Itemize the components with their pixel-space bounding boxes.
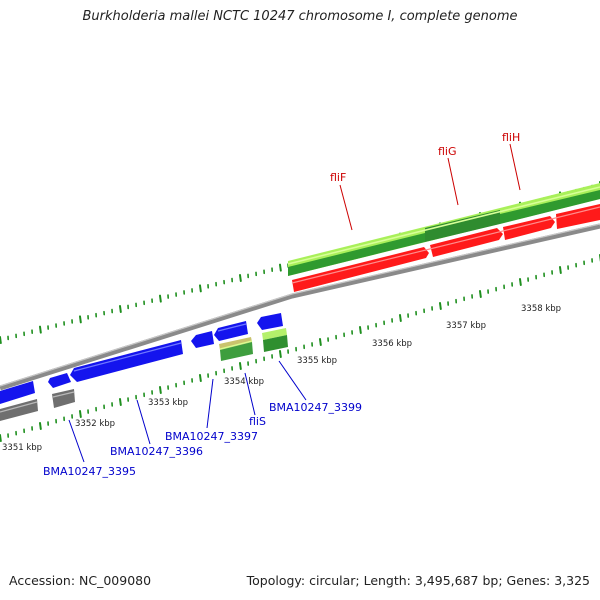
- bottom-track-major-tick: [399, 314, 402, 322]
- forward-band-dark-green-right: [500, 190, 600, 224]
- label-fliH: fliH: [502, 131, 520, 144]
- leader-BMA10247_3399: [278, 360, 307, 401]
- band-fliS-green: [220, 342, 253, 361]
- reverse-gene-bands: [219, 328, 288, 361]
- bottom-track-major-tick: [559, 266, 562, 274]
- bottom-track-major-tick: [359, 326, 362, 334]
- backbone-line: [0, 223, 600, 391]
- leader-fliH: [509, 143, 521, 191]
- top-track-major-tick: [119, 305, 122, 313]
- reverse-cds-highlight-a: [73, 342, 182, 372]
- bottom-track-major-tick: [519, 278, 522, 286]
- bottom-track-major-tick: [159, 386, 162, 394]
- forward-band-dark-green-middle: [425, 210, 500, 242]
- map-title: Burkholderia mallei NCTC 10247 chromosom…: [82, 9, 518, 24]
- top-track-major-tick: [0, 336, 2, 344]
- label-BMA10247_3397: BMA10247_3397: [165, 430, 258, 443]
- reverse-cds-highlight-b: [217, 323, 247, 332]
- bottom-track-major-tick: [39, 422, 42, 430]
- leader-BMA10247_3395: [68, 419, 85, 463]
- kbp-label-3355: 3355 kbp: [297, 356, 337, 366]
- bottom-track-major-tick: [439, 302, 442, 310]
- top-track-major-tick: [239, 274, 242, 282]
- bottom-track-major-tick: [239, 362, 242, 370]
- cds-BMA10247_3396: [70, 340, 183, 382]
- band-3399-light: [262, 328, 287, 340]
- band-3399-dark: [263, 335, 288, 352]
- leader-BMA10247_3397: [206, 378, 214, 429]
- bottom-track-major-tick: [119, 398, 122, 406]
- label-fliS: fliS: [249, 415, 266, 428]
- label-BMA10247_3395: BMA10247_3395: [43, 465, 136, 478]
- band-fliS-highlight: [219, 340, 253, 350]
- kbp-label-3357: 3357 kbp: [446, 321, 486, 331]
- genome-backbone: [0, 223, 600, 391]
- top-track-major-tick: [199, 284, 202, 293]
- bottom-marker-track: [0, 254, 600, 442]
- gray-feature-left-highlight: [0, 401, 38, 413]
- bottom-track-major-tick: [199, 374, 202, 382]
- gray-feature-small: [52, 389, 75, 408]
- forward-band-dark-green-left: [288, 233, 425, 276]
- leader-fliF: [339, 184, 353, 231]
- top-track-major-tick: [79, 315, 82, 324]
- cds-fliH: [503, 216, 555, 240]
- label-BMA10247_3399: BMA10247_3399: [269, 401, 362, 414]
- top-track-major-tick: [159, 294, 162, 303]
- leader-fliG: [447, 157, 459, 206]
- kbp-label-3356: 3356 kbp: [372, 339, 412, 349]
- label-fliG: fliG: [438, 145, 457, 158]
- top-track-major-tick: [39, 325, 42, 334]
- forward-cds-track: [291, 204, 600, 292]
- leader-fliS: [244, 372, 256, 416]
- forward-gene-bands: [287, 183, 600, 276]
- genome-summary-label: Topology: circular; Length: 3,495,687 bp…: [246, 573, 590, 588]
- accession-label: Accession: NC_009080: [9, 573, 152, 588]
- bottom-track-major-tick: [279, 350, 282, 358]
- bottom-track-major-tick: [319, 338, 322, 346]
- bottom-track-major-tick: [479, 290, 482, 298]
- backbone-highlight: [0, 223, 600, 387]
- kbp-label-3351: 3351 kbp: [2, 443, 42, 453]
- cds-BMA10247_3397: [191, 331, 214, 348]
- top-track-major-tick: [279, 263, 282, 272]
- cds-BMA10247_3394: [0, 381, 35, 404]
- kbp-label-3352: 3352 kbp: [75, 419, 115, 429]
- gray-feature-small-highlight: [52, 391, 75, 398]
- kbp-label-3354: 3354 kbp: [224, 377, 264, 387]
- cds-BMA10247_3399: [257, 313, 283, 330]
- forward-band-highlight: [287, 186, 600, 265]
- bottom-track-major-tick: [79, 410, 82, 418]
- kbp-label-3358: 3358 kbp: [521, 304, 561, 314]
- bottom-track-major-tick: [0, 434, 2, 442]
- label-BMA10247_3396: BMA10247_3396: [110, 445, 203, 458]
- gray-feature-track: [0, 389, 75, 421]
- reverse-cds-track: [0, 313, 283, 404]
- label-leader-lines: [68, 143, 521, 463]
- label-fliF: fliF: [330, 171, 346, 184]
- forward-cds-highlight: [291, 206, 600, 284]
- reverse-labels: BMA10247_3395 BMA10247_3396 BMA10247_339…: [43, 401, 362, 478]
- forward-labels: fliF fliG fliH: [330, 131, 520, 184]
- leader-BMA10247_3396: [136, 399, 151, 445]
- kbp-labels: 3351 kbp 3352 kbp 3353 kbp 3354 kbp 3355…: [2, 304, 561, 453]
- cds-BMA10247_3395: [48, 373, 71, 388]
- kbp-label-3353: 3353 kbp: [148, 398, 188, 408]
